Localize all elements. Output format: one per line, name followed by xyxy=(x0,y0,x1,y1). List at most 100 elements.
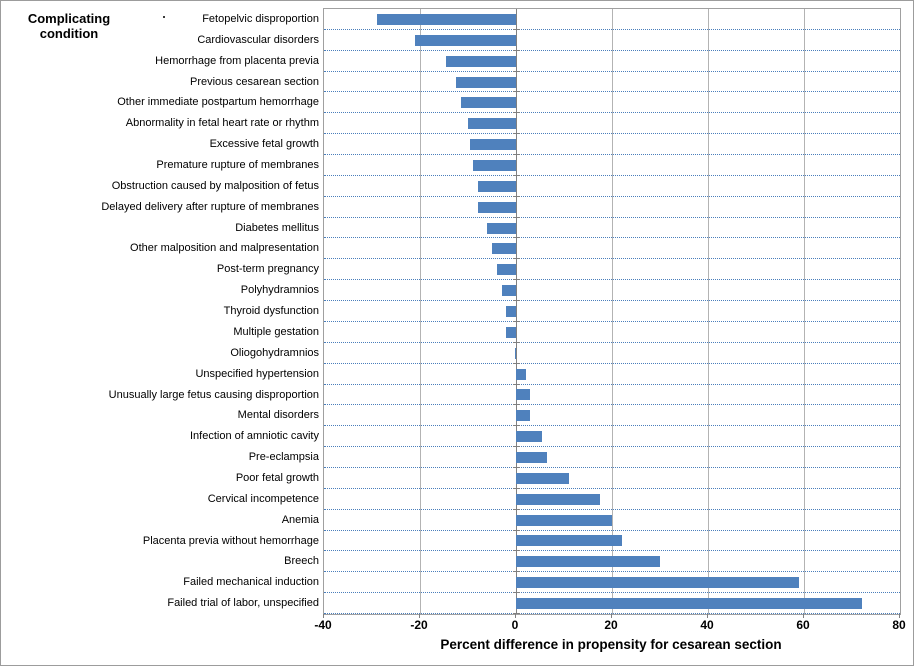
chart-row: Pre-eclampsia xyxy=(249,447,900,468)
bar xyxy=(506,326,516,338)
chart-row: Unusually large fetus causing disproport… xyxy=(109,385,900,406)
zero-axis-row-tick xyxy=(513,341,520,343)
bar xyxy=(516,598,862,610)
zero-axis-row-tick xyxy=(513,28,520,30)
chart-row: Poor fetal growth xyxy=(236,468,900,489)
bar xyxy=(516,577,800,589)
bar xyxy=(477,201,516,213)
category-label: Abnormality in fetal heart rate or rhyth… xyxy=(125,117,319,130)
bar xyxy=(496,264,516,276)
zero-axis-row-tick xyxy=(513,383,520,385)
x-axis-tick xyxy=(707,614,708,618)
category-label: Mental disorders xyxy=(237,409,319,422)
x-axis-tick xyxy=(899,614,900,618)
x-axis-tick-label: 0 xyxy=(511,618,519,632)
bar xyxy=(446,55,516,67)
category-label: Premature rupture of membranes xyxy=(156,159,319,172)
chart-row: Fetopelvic disproportion xyxy=(202,9,900,30)
zero-axis-row-tick xyxy=(513,112,520,114)
bar xyxy=(516,556,660,568)
chart-row: Mental disorders xyxy=(238,405,900,427)
zero-axis-row-tick xyxy=(513,612,520,614)
category-label: Anemia xyxy=(281,513,319,526)
chart-row: Cervical incompetence xyxy=(208,489,900,510)
x-axis-tick-label: 20 xyxy=(604,618,618,632)
chart-row: Thyroid dysfunction xyxy=(224,301,900,322)
x-axis-tick xyxy=(323,614,324,618)
chart-row: Abnormality in fetal heart rate or rhyth… xyxy=(126,113,900,135)
category-label: Pre-eclampsia xyxy=(248,451,319,464)
category-label: Fetopelvic disproportion xyxy=(202,13,319,25)
x-axis-tick xyxy=(515,614,516,618)
zero-axis-row-tick xyxy=(513,592,520,594)
category-label: Obstruction caused by malposition of fet… xyxy=(111,179,319,192)
bar xyxy=(516,368,526,380)
x-axis-tick xyxy=(611,614,612,618)
zero-axis-row-tick xyxy=(513,154,520,156)
bar xyxy=(492,243,516,255)
zero-axis-row-tick xyxy=(513,466,520,468)
bar xyxy=(516,535,622,547)
category-label: Diabetes mellitus xyxy=(235,221,319,234)
chart-row: Multiple gestation xyxy=(233,322,900,343)
category-label: Failed trial of labor, unspecified xyxy=(167,597,319,610)
category-label: Other malposition and malpresentation xyxy=(130,242,319,255)
zero-axis-row-tick xyxy=(513,362,520,364)
bar xyxy=(472,159,516,171)
category-label: Delayed delivery after rupture of membra… xyxy=(101,200,319,213)
chart-row: Polyhydramnios xyxy=(241,280,900,302)
y-axis-title: Complicating condition xyxy=(27,11,111,41)
chart-row: Diabetes mellitus xyxy=(235,218,900,239)
bar xyxy=(516,431,543,443)
bar xyxy=(470,139,516,151)
zero-axis-row-tick xyxy=(513,320,520,322)
category-label: Polyhydramnios xyxy=(240,284,319,297)
category-label: Unspecified hypertension xyxy=(195,367,319,380)
category-label: Cervical incompetence xyxy=(207,492,319,505)
zero-axis-row-tick xyxy=(513,550,520,552)
zero-axis-row-tick xyxy=(513,571,520,573)
stray-dot-mark xyxy=(163,16,165,18)
category-label: Thyroid dysfunction xyxy=(223,305,319,318)
bar xyxy=(477,180,516,192)
category-label: Cardiovascular disorders xyxy=(197,33,319,46)
category-label: Unusually large fetus causing disproport… xyxy=(108,388,319,401)
bar xyxy=(516,493,600,505)
chart-row: Post-term pregnancy xyxy=(217,259,900,281)
zero-axis-row-tick xyxy=(513,529,520,531)
zero-axis-row-tick xyxy=(513,195,520,197)
x-axis-title: Percent difference in propensity for ces… xyxy=(440,637,782,652)
chart-row: Cardiovascular disorders xyxy=(197,30,900,51)
vertical-gridline xyxy=(612,9,613,614)
chart-row: Breech xyxy=(284,551,900,573)
chart-row: Placenta previa without hemorrhage xyxy=(143,531,900,552)
chart-row: Hemorrhage from placenta previa xyxy=(155,51,900,72)
zero-axis-row-tick xyxy=(513,70,520,72)
vertical-gridline xyxy=(804,9,805,614)
zero-axis-row-tick xyxy=(513,404,520,406)
bar xyxy=(514,347,516,359)
category-label: Post-term pregnancy xyxy=(216,263,319,276)
zero-axis-row-tick xyxy=(513,237,520,239)
category-label: Multiple gestation xyxy=(233,325,319,338)
chart-row: Premature rupture of membranes xyxy=(156,155,900,176)
bar xyxy=(516,514,612,526)
vertical-gridline xyxy=(420,9,421,614)
category-label: Previous cesarean section xyxy=(189,75,319,88)
x-axis-tick-label: -40 xyxy=(314,618,332,632)
zero-axis-row-tick xyxy=(513,279,520,281)
chart-row: Failed mechanical induction xyxy=(183,572,900,594)
bar xyxy=(376,13,516,25)
category-label: Poor fetal growth xyxy=(235,471,319,484)
chart-row: Excessive fetal growth xyxy=(210,134,900,156)
zero-axis-row-tick xyxy=(513,425,520,427)
bar xyxy=(516,472,569,484)
x-axis-tick xyxy=(803,614,804,618)
category-label: Infection of amniotic cavity xyxy=(189,430,319,443)
category-label: Hemorrhage from placenta previa xyxy=(155,54,319,67)
bar xyxy=(487,222,516,234)
zero-axis-row-tick xyxy=(513,300,520,302)
chart-row: Obstruction caused by malposition of fet… xyxy=(112,176,900,197)
bar xyxy=(468,118,516,130)
chart-row: Other immediate postpartum hemorrhage xyxy=(117,92,900,114)
